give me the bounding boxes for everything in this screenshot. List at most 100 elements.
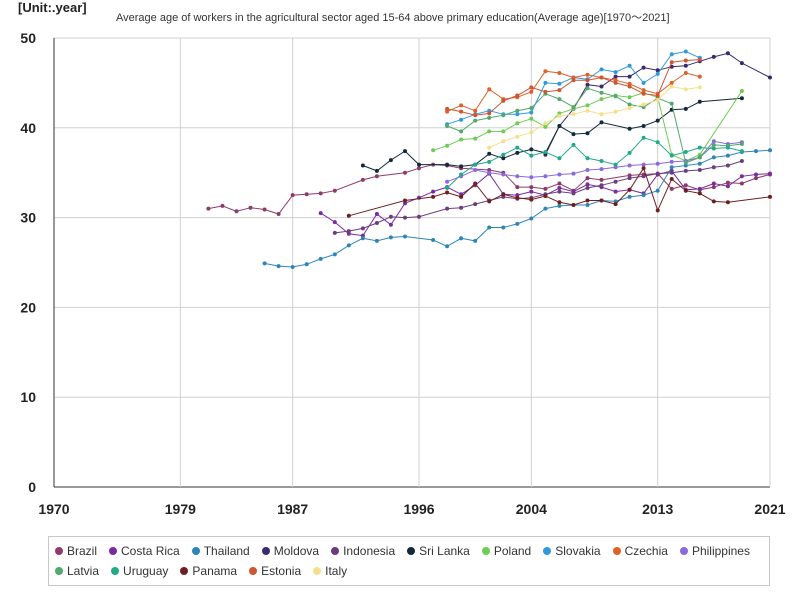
data-point — [501, 152, 506, 157]
legend-swatch — [55, 547, 63, 555]
data-point — [739, 142, 744, 146]
legend-label: Slovakia — [555, 544, 601, 558]
data-point — [599, 159, 604, 163]
legend-swatch — [249, 567, 258, 575]
data-point — [768, 148, 772, 153]
data-point — [220, 203, 225, 208]
data-point — [599, 75, 604, 80]
data-point — [459, 109, 464, 114]
legend-item: Estonia — [249, 561, 301, 581]
data-point — [768, 194, 772, 199]
data-point — [487, 225, 492, 230]
data-point — [515, 174, 520, 179]
data-point — [487, 145, 492, 150]
series-line — [446, 140, 742, 183]
data-point — [445, 106, 450, 111]
data-point — [473, 162, 478, 167]
legend-item: Indonesia — [331, 541, 395, 561]
data-point — [360, 226, 365, 231]
data-point — [501, 156, 506, 161]
legend-item: Thailand — [191, 541, 250, 561]
data-point — [417, 166, 421, 171]
data-point — [739, 61, 744, 66]
legend-label: Estonia — [261, 564, 302, 578]
data-point — [655, 188, 660, 193]
data-point — [473, 238, 478, 243]
data-point — [669, 153, 674, 158]
data-point — [515, 121, 520, 126]
data-point — [276, 212, 281, 216]
data-point — [403, 215, 407, 220]
data-point — [529, 197, 534, 202]
data-point — [473, 168, 478, 172]
data-point — [543, 206, 548, 211]
legend-item: Uruguay — [111, 561, 168, 581]
data-point — [543, 186, 548, 191]
grid-lines — [53, 37, 771, 488]
y-tick-label: 50 — [20, 30, 36, 46]
data-point — [725, 200, 730, 205]
data-point — [585, 103, 590, 108]
data-point — [459, 117, 464, 122]
data-point — [683, 87, 688, 92]
data-point — [487, 111, 492, 116]
data-point — [697, 85, 702, 90]
data-point — [403, 170, 407, 175]
series-panama — [346, 166, 772, 218]
data-point — [529, 106, 534, 110]
data-point — [711, 181, 716, 186]
data-point — [501, 98, 506, 103]
data-point — [529, 175, 534, 180]
data-point — [683, 168, 688, 173]
data-point — [543, 80, 548, 85]
data-point — [711, 54, 716, 59]
legend-item: Czechia — [612, 541, 668, 561]
legend-label: Indonesia — [343, 544, 396, 558]
data-point — [697, 161, 702, 166]
data-point — [627, 187, 632, 192]
x-tick-label: 1996 — [403, 501, 434, 517]
y-tick-label: 40 — [20, 120, 36, 136]
series-line — [446, 137, 743, 189]
data-point — [613, 74, 618, 79]
data-point — [276, 264, 281, 269]
data-point — [529, 189, 534, 194]
legend-item: Latvia — [55, 561, 99, 581]
data-point — [683, 160, 688, 165]
data-point — [711, 139, 716, 144]
data-point — [557, 124, 562, 128]
legend-label: Costa Rica — [121, 544, 180, 558]
data-point — [487, 170, 492, 175]
data-point — [543, 150, 548, 154]
legend-label: Sri Lanka — [419, 544, 470, 558]
data-point — [431, 189, 436, 194]
data-point — [557, 97, 562, 102]
data-point — [711, 142, 716, 147]
series-sri-lanka — [360, 96, 744, 173]
data-point — [557, 181, 562, 186]
data-point — [529, 216, 534, 221]
data-point — [683, 150, 688, 154]
data-point — [473, 136, 478, 141]
data-point — [388, 214, 393, 219]
data-point — [445, 124, 450, 128]
legend-item: Moldova — [261, 541, 319, 561]
data-point — [599, 90, 604, 95]
data-point — [445, 162, 450, 167]
y-tick-label: 0 — [28, 479, 36, 495]
data-point — [739, 89, 744, 93]
data-point — [515, 108, 520, 113]
data-point — [627, 194, 632, 199]
data-point — [501, 129, 506, 134]
legend-label: Panama — [192, 564, 238, 578]
data-point — [515, 93, 520, 98]
data-point — [557, 200, 562, 205]
series-line — [320, 170, 771, 237]
data-point — [683, 49, 688, 54]
series-line — [362, 97, 742, 172]
data-point — [669, 52, 674, 57]
data-point — [262, 261, 267, 266]
series-line — [264, 149, 771, 268]
data-point — [585, 72, 590, 77]
data-point — [473, 202, 478, 207]
